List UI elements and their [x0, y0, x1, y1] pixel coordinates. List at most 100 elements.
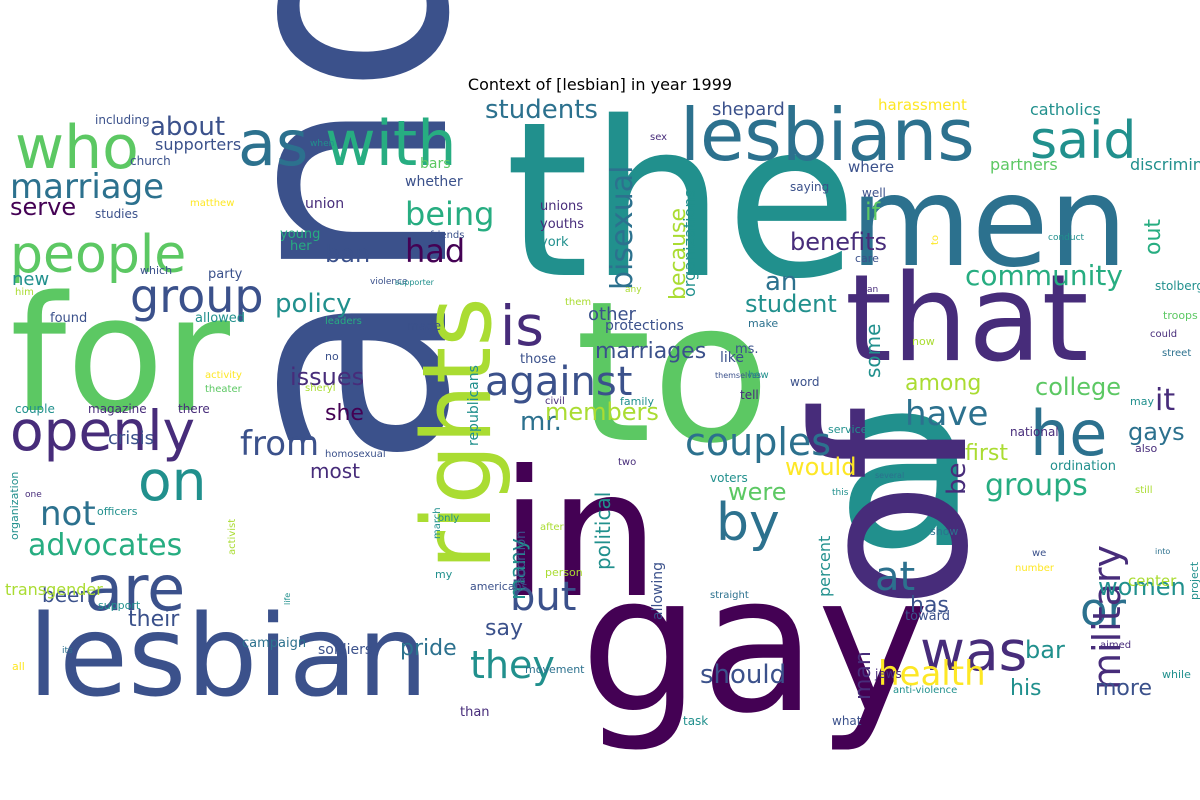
- cloud-word: in: [500, 434, 660, 637]
- cloud-word: catholics: [1030, 100, 1101, 119]
- cloud-word: health: [878, 654, 986, 694]
- cloud-word: serve: [10, 193, 76, 221]
- cloud-word: march: [432, 507, 443, 539]
- cloud-word: theater: [205, 384, 243, 395]
- cloud-word: street: [1162, 348, 1191, 359]
- cloud-word: he: [1030, 397, 1107, 470]
- cloud-word: couple: [15, 402, 55, 416]
- cloud-word: had: [405, 232, 465, 270]
- cloud-word: show: [930, 525, 958, 538]
- cloud-word: of: [770, 404, 1015, 610]
- cloud-word: task: [683, 714, 708, 728]
- cloud-word: whether: [405, 174, 463, 190]
- cloud-word: were: [728, 478, 787, 506]
- cloud-word: unions: [540, 199, 583, 214]
- cloud-word: protections: [605, 318, 684, 334]
- cloud-word: sheryl: [305, 383, 336, 394]
- cloud-word: project: [1188, 561, 1200, 600]
- cloud-word: homosexual: [325, 449, 386, 460]
- cloud-word: issues: [290, 363, 364, 391]
- cloud-word: center: [1128, 572, 1177, 590]
- cloud-word: women: [1098, 573, 1186, 601]
- cloud-word: crisis: [108, 428, 154, 449]
- cloud-word: mr.: [520, 407, 562, 437]
- cloud-word: number: [1015, 563, 1055, 574]
- cloud-word: against: [485, 359, 632, 405]
- cloud-word: themselves: [715, 371, 761, 380]
- cloud-word: her: [290, 239, 312, 254]
- cloud-word: life: [283, 593, 292, 605]
- cloud-word: advocates: [28, 528, 182, 563]
- cloud-word: still: [1135, 485, 1152, 496]
- cloud-word: like: [720, 350, 744, 366]
- cloud-word: at: [875, 554, 915, 600]
- cloud-word: community: [965, 259, 1123, 292]
- cloud-word: any: [625, 285, 642, 295]
- cloud-word: most: [310, 459, 360, 483]
- cloud-word: aimed: [1100, 640, 1131, 651]
- cloud-word: with: [325, 107, 457, 180]
- cloud-word: has: [910, 593, 949, 618]
- cloud-word: rights: [403, 297, 513, 570]
- cloud-word: college: [1035, 373, 1121, 401]
- cloud-word: soldiers: [318, 642, 372, 658]
- cloud-word: more: [1095, 676, 1152, 701]
- cloud-word: voters: [710, 471, 748, 485]
- cloud-word: troops: [1163, 309, 1198, 322]
- cloud-word: some: [861, 324, 885, 378]
- cloud-word: been: [42, 583, 92, 607]
- cloud-word: the: [505, 75, 858, 326]
- cloud-word: political: [591, 492, 615, 570]
- cloud-word: party: [208, 267, 243, 282]
- cloud-word: americans: [470, 580, 528, 593]
- cloud-word: sex: [650, 132, 667, 143]
- cloud-word: make: [748, 317, 778, 330]
- cloud-word: found: [50, 311, 87, 326]
- cloud-word: family: [620, 395, 654, 408]
- cloud-word: men: [850, 150, 1128, 295]
- cloud-word: allowed: [195, 311, 245, 326]
- cloud-word: activity: [205, 370, 242, 381]
- cloud-word: it: [1155, 383, 1175, 418]
- cloud-word: union: [305, 196, 344, 212]
- cloud-word: supporter: [395, 278, 435, 287]
- cloud-word: all: [12, 660, 25, 673]
- cloud-word: national: [1010, 425, 1059, 439]
- cloud-word: one: [25, 490, 42, 500]
- cloud-word: we: [1032, 548, 1046, 559]
- cloud-word: shepard: [712, 99, 785, 120]
- cloud-word: studies: [95, 207, 138, 221]
- cloud-word: word: [790, 375, 820, 389]
- cloud-word: lesbians: [680, 93, 975, 177]
- cloud-word: may: [1130, 395, 1154, 408]
- cloud-word: republicans: [466, 365, 482, 446]
- cloud-word: who: [15, 113, 139, 183]
- cloud-word: and: [167, 0, 516, 470]
- cloud-word: including: [95, 113, 150, 127]
- cloud-word: abortion: [514, 531, 529, 585]
- cloud-word: what: [832, 714, 862, 728]
- cloud-word: ordination: [1050, 459, 1116, 474]
- cloud-word: members: [545, 398, 659, 426]
- cloud-word: while: [1162, 668, 1191, 681]
- cloud-word: no: [325, 350, 339, 363]
- cloud-word: ban: [325, 240, 370, 268]
- cloud-word: lesbian: [28, 592, 428, 722]
- cloud-word: youths: [540, 217, 584, 232]
- cloud-word: would: [785, 453, 856, 481]
- cloud-word: gay: [580, 534, 929, 755]
- cloud-word: young: [280, 227, 320, 242]
- cloud-word: people: [10, 225, 186, 285]
- cloud-word: marriages: [595, 339, 706, 364]
- cloud-word: them: [565, 297, 591, 308]
- cloud-word: organizations: [680, 189, 699, 297]
- cloud-word: movement: [525, 663, 585, 676]
- cloud-word: those: [520, 352, 556, 367]
- cloud-word: bars: [420, 156, 451, 172]
- cloud-word: service: [828, 423, 868, 436]
- cloud-word: person: [545, 566, 583, 579]
- cloud-word: military: [1085, 545, 1129, 690]
- cloud-word: out: [1141, 219, 1166, 255]
- cloud-word: man: [851, 651, 876, 700]
